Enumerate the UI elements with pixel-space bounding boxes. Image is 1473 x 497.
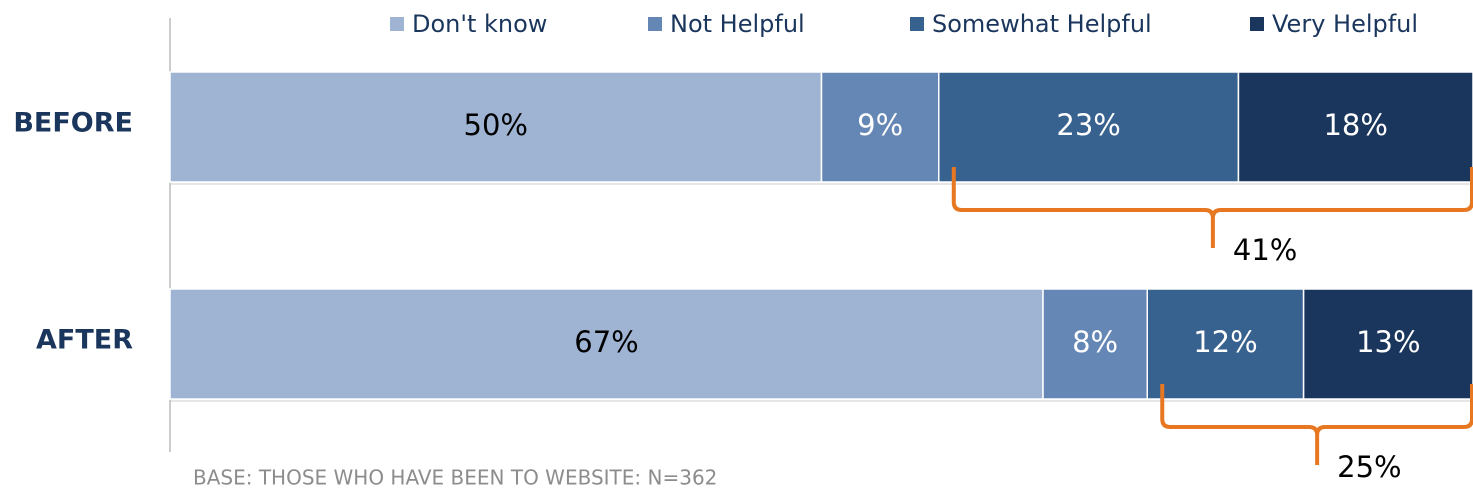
value-label: 50% xyxy=(464,108,528,142)
legend-label: Not Helpful xyxy=(670,10,805,38)
bar-segment xyxy=(1302,288,1473,400)
legend-swatch xyxy=(648,17,662,31)
bar-segment xyxy=(1146,288,1305,400)
bar-segment xyxy=(169,71,823,183)
footnote: BASE: THOSE WHO HAVE BEEN TO WEBSITE: N=… xyxy=(193,466,717,490)
category-label: AFTER xyxy=(36,325,133,356)
bracket xyxy=(951,167,1473,248)
annotation-label: 25% xyxy=(1337,450,1401,484)
legend-swatch xyxy=(390,17,404,31)
value-label: 13% xyxy=(1356,325,1420,359)
category-label: BEFORE xyxy=(13,108,133,139)
legend-label: Very Helpful xyxy=(1272,10,1418,38)
bar-segment xyxy=(938,71,1240,183)
value-label: 18% xyxy=(1323,108,1387,142)
bracket xyxy=(1160,384,1473,465)
bar-segment xyxy=(1042,288,1149,400)
legend-swatch xyxy=(910,17,924,31)
legend-label: Somewhat Helpful xyxy=(932,10,1152,38)
bar-segment xyxy=(820,71,940,183)
value-label: 12% xyxy=(1193,325,1257,359)
legend-label: Don't know xyxy=(412,10,547,38)
value-label: 23% xyxy=(1056,108,1120,142)
value-label: 9% xyxy=(857,108,903,142)
value-label: 8% xyxy=(1072,325,1118,359)
value-label: 67% xyxy=(574,325,638,359)
legend-swatch xyxy=(1250,17,1264,31)
annotation-label: 41% xyxy=(1233,233,1297,267)
